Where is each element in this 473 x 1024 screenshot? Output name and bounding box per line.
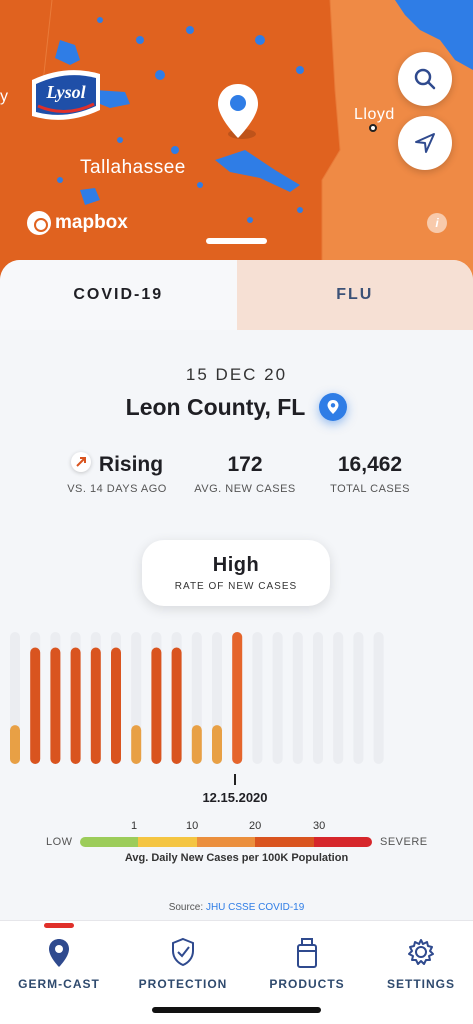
nav-products[interactable]: PRODUCTS (248, 921, 366, 1001)
source-prefix: Source: (168, 902, 204, 913)
chart-bar[interactable] (90, 647, 101, 764)
mapbox-logo-icon (27, 211, 51, 235)
chart-bar[interactable] (30, 647, 41, 764)
navigation-arrow-icon (415, 133, 435, 153)
risk-level-bubble: High RATE OF NEW CASES (142, 540, 330, 606)
avg-new-cases-label: AVG. NEW CASES (194, 483, 296, 495)
chart-bar[interactable] (171, 647, 182, 764)
chart-bar-track (373, 632, 384, 764)
map-view[interactable]: y Tallahassee Lloyd Lysol mapbox i (0, 0, 473, 290)
map-city-label: Lloyd (354, 106, 395, 123)
legend-color-scale (80, 837, 372, 847)
daily-rate-chart[interactable] (0, 632, 473, 764)
chart-bar[interactable] (212, 725, 222, 764)
legend-color-segment (80, 837, 139, 847)
bottom-navigation: GERM-CAST PROTECTION PRODUCTS SETTI (0, 920, 473, 1024)
location-title: Leon County, FL (125, 393, 306, 420)
trend-stat: Rising VS. 14 DAYS AGO (62, 452, 172, 495)
selected-date-label: 12.15.2020 (202, 790, 268, 805)
search-icon (414, 68, 436, 90)
change-location-button[interactable] (319, 393, 348, 421)
map-search-button[interactable] (398, 52, 452, 106)
trend-up-arrow-icon (70, 452, 91, 473)
map-city-label: Tallahassee (80, 157, 186, 178)
nav-germ-cast[interactable]: GERM-CAST (0, 921, 118, 1001)
selected-date-marker (234, 774, 236, 785)
locate-me-button[interactable] (398, 116, 452, 170)
map-info-button[interactable]: i (427, 213, 447, 233)
total-cases-label: TOTAL CASES (330, 483, 410, 495)
nav-label: SETTINGS (386, 977, 455, 991)
chart-bar-track (272, 632, 283, 764)
legend-color-segment (255, 837, 314, 847)
chart-bar[interactable] (10, 725, 20, 764)
chart-bar[interactable] (70, 647, 81, 764)
legend-tick: 10 (186, 820, 199, 832)
tab-bar: COVID-19 FLU (0, 260, 473, 330)
chart-bar[interactable] (151, 647, 162, 764)
active-tab-indicator (44, 923, 74, 928)
chart-bar-track (313, 632, 323, 764)
chart-bar-track (353, 632, 364, 764)
trend-label: VS. 14 DAYS AGO (67, 483, 167, 495)
nav-label: PRODUCTS (269, 977, 345, 991)
legend-color-segment (138, 837, 197, 847)
germ-cast-sheet: COVID-19 FLU 15 DEC 20 Leon County, FL R… (0, 260, 473, 920)
lysol-logo: Lysol (32, 70, 100, 120)
mapbox-attribution[interactable]: mapbox (27, 211, 128, 235)
map-city-label: y (0, 88, 9, 105)
chart-bar[interactable] (111, 647, 121, 764)
total-cases-stat: 16,462 TOTAL CASES (320, 453, 420, 495)
trend-value: Rising (98, 453, 164, 476)
source-link[interactable]: JHU CSSE COVID-19 (205, 902, 305, 913)
legend-color-segment (196, 837, 256, 847)
nav-settings[interactable]: SETTINGS (362, 921, 473, 1001)
data-source: Source: JHU CSSE COVID-19 (0, 902, 473, 913)
mapbox-attribution-label: mapbox (55, 212, 128, 233)
home-indicator (152, 1007, 321, 1013)
shield-check-icon (172, 937, 194, 967)
chart-bar-track (252, 632, 263, 764)
chart-bar[interactable] (50, 647, 61, 764)
location-pin-icon[interactable] (216, 82, 260, 142)
location-pin-icon (327, 400, 339, 414)
tab-flu[interactable]: FLU (236, 260, 473, 330)
nav-label: GERM-CAST (18, 977, 100, 991)
bottle-icon (297, 938, 317, 968)
legend-color-segment (313, 837, 372, 847)
legend-tick: 1 (131, 820, 138, 832)
risk-level-value: High (212, 554, 260, 576)
nav-label: PROTECTION (138, 977, 228, 991)
report-date: 15 DEC 20 (185, 365, 288, 384)
legend-low-label: LOW (46, 836, 73, 848)
sheet-drag-handle[interactable] (206, 238, 267, 244)
location-row: Leon County, FL (0, 393, 473, 421)
chart-bar-track (333, 632, 344, 764)
avg-new-cases-value: 172 (227, 453, 263, 476)
risk-level-label: RATE OF NEW CASES (174, 581, 298, 592)
chart-bar[interactable] (131, 725, 142, 764)
legend-tick: 30 (313, 820, 326, 832)
nav-protection[interactable]: PROTECTION (124, 921, 242, 1001)
tab-covid-19[interactable]: COVID-19 (0, 260, 237, 330)
avg-new-cases-stat: 172 AVG. NEW CASES (190, 453, 300, 495)
map-city-dot (369, 124, 377, 132)
total-cases-value: 16,462 (337, 453, 403, 476)
chart-bar[interactable] (191, 725, 202, 764)
chart-bar-track (292, 632, 303, 764)
legend-caption: Avg. Daily New Cases per 100K Population (124, 852, 349, 864)
svg-text:Lysol: Lysol (45, 82, 85, 102)
legend-high-label: SEVERE (380, 836, 428, 848)
legend-tick: 20 (249, 820, 262, 832)
chart-bar-selected[interactable] (232, 632, 243, 764)
gear-icon (408, 939, 434, 965)
map-pin-icon (49, 939, 69, 967)
legend: LOW 1 10 20 30 SEVERE Avg. Daily New Cas… (0, 816, 473, 866)
